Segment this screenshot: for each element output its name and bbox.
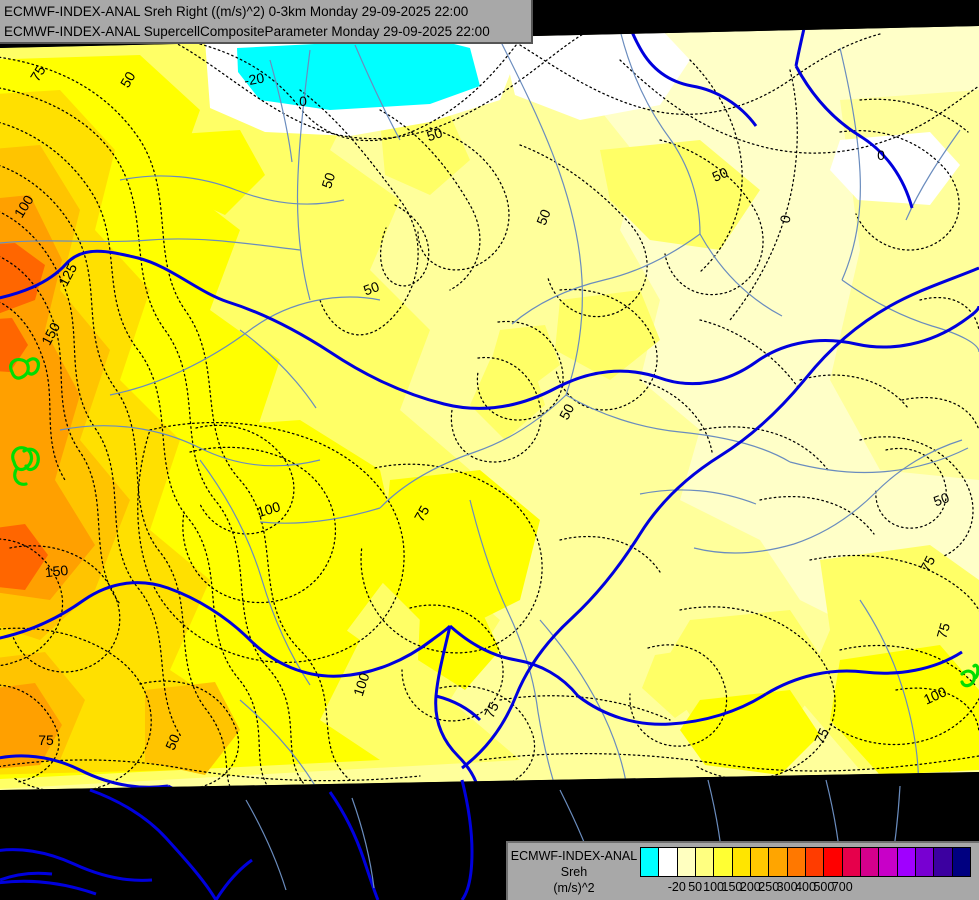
colorbar-swatch — [714, 848, 733, 876]
contour-label: 50 — [425, 124, 445, 144]
contour-label: 50 — [162, 731, 183, 752]
legend-text-block: ECMWF-INDEX-ANAL Sreh (m/s)^2 — [508, 843, 640, 896]
colorbar-swatch — [677, 848, 696, 876]
contour-label: 100 — [255, 498, 282, 520]
contour-label: 75 — [38, 732, 54, 748]
contour-label: 75 — [811, 725, 832, 746]
colorbar-swatch — [824, 848, 843, 876]
legend-colorbar[interactable]: -20 50 100 150 200 250 300 400 500 700 — [640, 843, 979, 900]
title-line-sreh: ECMWF-INDEX-ANAL Sreh Right ((m/s)^2) 0-… — [4, 4, 469, 19]
contour-label: 75 — [481, 699, 502, 720]
colorbar-tick-label: 200 — [739, 880, 761, 894]
colorbar-swatch — [897, 848, 916, 876]
colorbar-tick-label: 100 — [703, 880, 724, 894]
contour-label: 50 — [361, 278, 381, 298]
colorbar-tick-label: -20 — [667, 880, 686, 894]
contour-label: 50 — [931, 489, 951, 509]
colorbar-swatch — [732, 848, 751, 876]
colorbar-swatch — [934, 848, 953, 876]
contour-label: 150 — [44, 562, 69, 580]
contour-label: 75 — [917, 553, 939, 574]
colorbar-tick-label: 300 — [776, 880, 798, 894]
colorbar-tick-label: 500 — [813, 880, 835, 894]
legend-units: (m/s)^2 — [553, 881, 595, 895]
colorbar-ticks: -20 50 100 150 200 250 300 400 500 700 — [640, 878, 971, 900]
colorbar-tick-label: 150 — [721, 880, 743, 894]
contour-label: 0 — [776, 213, 793, 224]
contour-label: 50 — [556, 401, 578, 422]
contour-label: 75 — [27, 62, 49, 84]
colorbar-tick-label: 50 — [688, 880, 703, 894]
contour-label: 50 — [710, 164, 731, 185]
south-borders-overlay — [0, 779, 474, 900]
contour-label: 50 — [533, 207, 554, 228]
colorbar-swatch — [915, 848, 935, 876]
colorbar-swatch — [879, 848, 898, 876]
colorbar-swatch — [860, 848, 880, 876]
contour-label: -20 — [243, 69, 266, 88]
contour-label: 75 — [411, 503, 433, 525]
colorbar-swatch — [952, 848, 970, 876]
colorbar-swatch — [641, 848, 660, 876]
colorbar-swatch — [659, 848, 678, 876]
colorbar-tick-label: 400 — [795, 880, 816, 894]
colorbar-tick-label: 700 — [831, 880, 853, 894]
colorbar-swatches — [640, 847, 971, 877]
contour-lines — [0, 29, 979, 790]
title-line-scp: ECMWF-INDEX-ANAL SupercellCompositeParam… — [4, 24, 490, 39]
colorbar-swatch — [769, 848, 788, 876]
contour-label: 100 — [350, 671, 373, 698]
colorbar-swatch — [750, 848, 770, 876]
contour-label: 75 — [933, 621, 953, 641]
contour-label: 0 — [299, 93, 307, 109]
legend-field-name: Sreh — [560, 865, 588, 879]
legend-model-name: ECMWF-INDEX-ANAL — [510, 849, 638, 863]
colorbar-swatch — [787, 848, 806, 876]
colorbar-tick-label: 250 — [758, 880, 780, 894]
contour-label: 0 — [877, 147, 885, 163]
contour-label: 50 — [318, 170, 338, 190]
legend-panel: ECMWF-INDEX-ANAL Sreh (m/s)^2 -20 50 100 15… — [506, 841, 979, 900]
contour-label: 50 — [117, 69, 139, 91]
colorbar-swatch — [695, 848, 715, 876]
scp-contours — [9, 357, 979, 688]
colorbar-swatch — [805, 848, 825, 876]
map-fill-layer — [0, 26, 979, 790]
colorbar-swatch — [842, 848, 861, 876]
title-panel: ECMWF-INDEX-ANAL Sreh Right ((m/s)^2) 0-… — [0, 0, 533, 44]
